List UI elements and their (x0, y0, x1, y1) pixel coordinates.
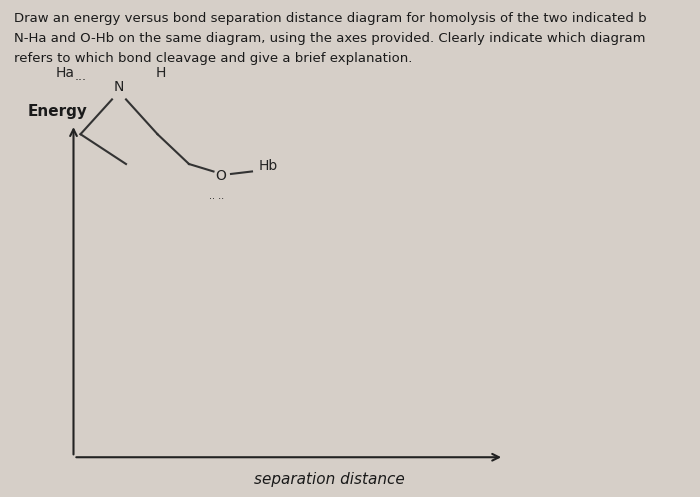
Text: Energy: Energy (28, 104, 88, 119)
Text: separation distance: separation distance (253, 472, 405, 487)
Text: Draw an energy versus bond separation distance diagram for homolysis of the two : Draw an energy versus bond separation di… (14, 12, 647, 25)
Text: Ha: Ha (56, 66, 75, 80)
Text: N-Ha and O-Hb on the same diagram, using the axes provided. Clearly indicate whi: N-Ha and O-Hb on the same diagram, using… (14, 32, 645, 45)
Text: N: N (114, 81, 124, 94)
Text: ·· ··: ·· ·· (209, 194, 225, 204)
Text: refers to which bond cleavage and give a brief explanation.: refers to which bond cleavage and give a… (14, 52, 412, 65)
Text: Hb: Hb (259, 160, 279, 173)
Text: H: H (156, 66, 166, 80)
Text: O: O (215, 169, 226, 183)
Text: ···: ··· (74, 74, 87, 87)
